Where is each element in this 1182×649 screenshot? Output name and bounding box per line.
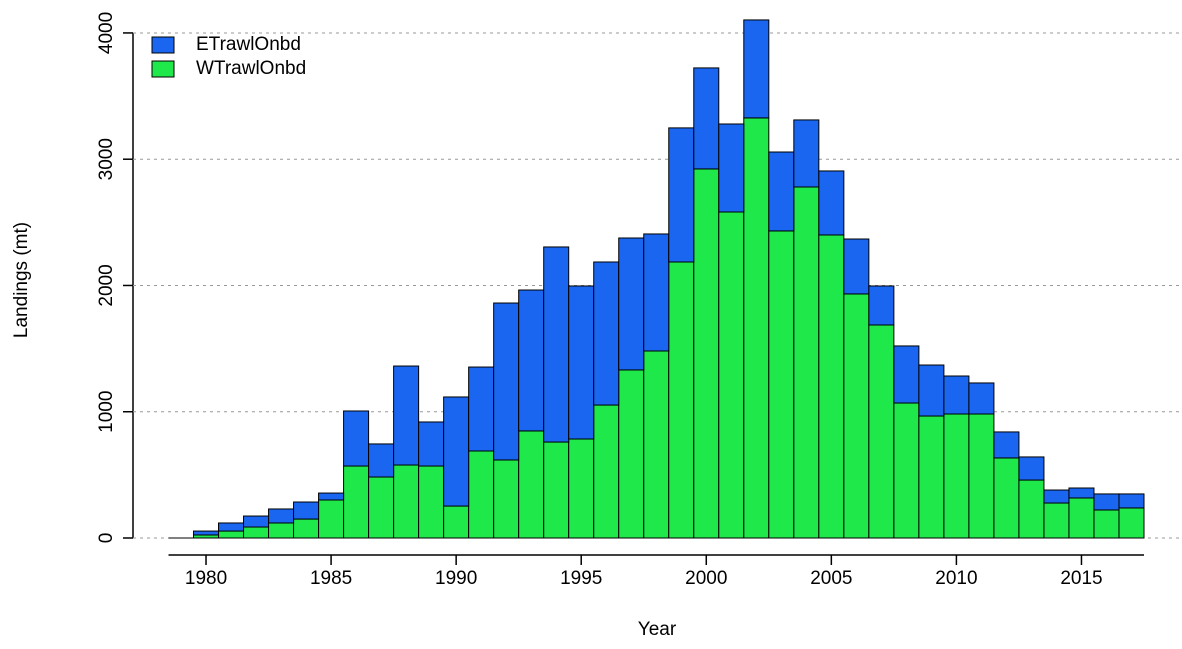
bar xyxy=(643,350,670,539)
y-tick-label: 3000 xyxy=(96,138,117,180)
y-tick-label: 1000 xyxy=(96,391,117,433)
bar xyxy=(1093,509,1120,539)
bar xyxy=(443,505,470,539)
x-tick-label: 1980 xyxy=(185,568,227,589)
bar xyxy=(543,441,570,539)
bar xyxy=(1068,487,1095,499)
bar xyxy=(218,522,245,532)
bar xyxy=(618,237,645,371)
bar xyxy=(893,402,920,539)
bar xyxy=(418,421,445,467)
bar xyxy=(268,508,295,524)
y-tick-label: 2000 xyxy=(96,264,117,306)
bar xyxy=(943,413,970,539)
bar xyxy=(318,499,345,539)
bar xyxy=(593,404,620,539)
bar xyxy=(968,382,995,415)
bar xyxy=(718,123,745,213)
bar xyxy=(843,238,870,295)
bar xyxy=(818,234,845,539)
x-tick-label: 1995 xyxy=(560,568,602,589)
bar xyxy=(343,410,370,467)
bar xyxy=(393,365,420,466)
bar xyxy=(693,67,720,170)
bar xyxy=(368,443,395,478)
bar xyxy=(1093,493,1120,511)
bar xyxy=(593,261,620,406)
bar xyxy=(993,431,1020,459)
x-tick-label: 2005 xyxy=(810,568,852,589)
bar xyxy=(468,366,495,452)
bar xyxy=(218,530,245,539)
x-tick-label: 2015 xyxy=(1060,568,1102,589)
bar xyxy=(568,438,595,539)
bar xyxy=(993,457,1020,539)
legend-label: WTrawlOnbd xyxy=(196,58,306,79)
bar xyxy=(668,127,695,263)
bar xyxy=(443,396,470,507)
bar xyxy=(768,151,795,232)
bar xyxy=(1043,502,1070,539)
bar xyxy=(543,246,570,443)
bar xyxy=(793,186,820,539)
bar xyxy=(968,413,995,539)
bar xyxy=(743,19,770,119)
bar xyxy=(868,285,895,326)
bar xyxy=(418,465,445,539)
bar xyxy=(343,465,370,539)
bar xyxy=(868,324,895,539)
x-axis-label: Year xyxy=(638,619,677,640)
bar xyxy=(643,233,670,352)
legend-swatch xyxy=(151,36,175,54)
bar xyxy=(1043,489,1070,504)
bar xyxy=(743,117,770,539)
bar xyxy=(493,302,520,461)
bar xyxy=(243,515,270,528)
bar xyxy=(943,375,970,415)
x-tick-label: 2000 xyxy=(685,568,727,589)
bar xyxy=(318,492,345,501)
bar xyxy=(693,168,720,539)
bar xyxy=(293,501,320,520)
x-tick-label: 2010 xyxy=(935,568,977,589)
legend-label: ETrawlOnbd xyxy=(196,34,301,55)
bar xyxy=(918,415,945,539)
bar xyxy=(393,464,420,539)
bar xyxy=(493,459,520,539)
bar xyxy=(293,518,320,539)
y-tick-label: 0 xyxy=(96,533,117,544)
x-tick-label: 1990 xyxy=(435,568,477,589)
bar xyxy=(1018,479,1045,539)
x-tick-label: 1985 xyxy=(310,568,352,589)
bar xyxy=(818,170,845,236)
bar xyxy=(468,450,495,539)
bar xyxy=(193,530,220,536)
bar xyxy=(793,119,820,188)
bar xyxy=(568,285,595,440)
bar xyxy=(268,522,295,539)
bar xyxy=(843,293,870,539)
legend-swatch xyxy=(151,60,175,78)
bar xyxy=(718,211,745,539)
bar xyxy=(518,430,545,539)
bar xyxy=(918,364,945,417)
bar xyxy=(368,476,395,539)
bar xyxy=(618,369,645,539)
bar xyxy=(243,526,270,539)
y-tick-label: 4000 xyxy=(96,12,117,54)
bar xyxy=(1118,507,1145,539)
bar xyxy=(893,345,920,404)
y-axis-label: Landings (mt) xyxy=(11,222,32,338)
bar xyxy=(1118,493,1145,509)
bar xyxy=(668,261,695,539)
bar xyxy=(1068,497,1095,539)
bar xyxy=(768,230,795,539)
bar xyxy=(518,289,545,432)
bar xyxy=(1018,456,1045,481)
